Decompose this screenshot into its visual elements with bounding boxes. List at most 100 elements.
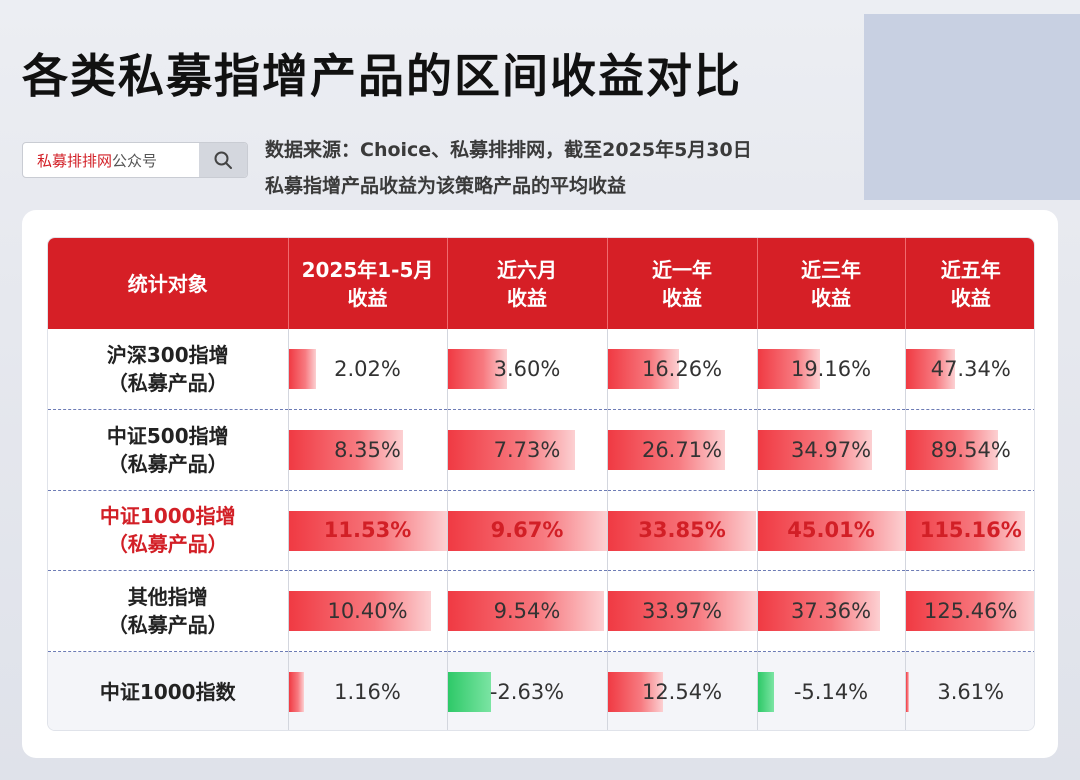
row-label-line1: 中证1000指增 — [99, 504, 236, 529]
value-bar — [607, 510, 756, 551]
value-label: 2.02% — [334, 357, 401, 381]
returns-table: 统计对象 2025年1-5月 收益 近六月 收益 近一年 收益 近三年 收益 近五年 收益 沪深30… — [48, 238, 1034, 730]
search-icon — [214, 151, 232, 169]
value-label: 7.73% — [493, 437, 561, 462]
value-label: 37.36% — [790, 598, 872, 623]
table-header-row: 统计对象 2025年1-5月 收益 近六月 收益 近一年 收益 近三年 收益 近五年 收益 — [48, 238, 1034, 329]
value-label: 9.54% — [493, 598, 561, 623]
value-bar — [607, 430, 725, 470]
column-header-line1: 近六月 — [497, 257, 557, 282]
row-label: 沪深300指增 （私募产品） — [48, 329, 289, 410]
value-bar — [905, 591, 1034, 631]
value-bar — [447, 591, 605, 631]
value-label: 10.40% — [327, 598, 408, 623]
value-label: 33.97% — [641, 598, 723, 623]
value-bar — [288, 510, 447, 551]
value-cell: 47.34% — [905, 329, 1034, 410]
column-header-0: 统计对象 — [48, 238, 289, 329]
value-bar — [757, 430, 872, 470]
value-label: 3.60% — [493, 357, 561, 381]
value-label: 34.97% — [790, 437, 872, 462]
column-header-4: 近三年 收益 — [757, 238, 906, 329]
table-row: 其他指增 （私募产品） 10.40% 9.54% 33.97% 37.36% 125.46% — [48, 570, 1034, 652]
value-bar — [288, 671, 305, 712]
row-label-line2: （私募产品） — [107, 532, 228, 557]
value-label: 16.26% — [641, 357, 723, 381]
value-label: 9.67% — [490, 518, 564, 543]
value-cell: 16.26% — [607, 329, 758, 410]
row-label-line2: （私募产品） — [107, 612, 228, 637]
column-header-line1: 近三年 — [801, 257, 861, 282]
value-cell: 34.97% — [757, 409, 906, 491]
row-label-line1: 沪深300指增 — [106, 343, 229, 367]
value-label: 26.71% — [641, 437, 723, 462]
value-cell: 11.53% — [288, 490, 448, 571]
value-cell: 8.35% — [288, 409, 448, 491]
value-cell: 89.54% — [905, 409, 1034, 491]
value-bar — [607, 671, 663, 712]
row-label: 中证1000指增 （私募产品） — [48, 490, 289, 571]
value-cell: 9.54% — [447, 570, 608, 652]
column-header-line1: 近五年 — [940, 257, 1001, 282]
table-body: 沪深300指增 （私募产品） 2.02% 3.60% 16.26% 19.16% 47.34… — [48, 329, 1034, 730]
value-bar — [757, 591, 880, 631]
value-bar — [905, 510, 1025, 551]
value-bar — [905, 349, 955, 389]
value-bar — [757, 510, 905, 551]
value-cell: 10.40% — [288, 570, 448, 652]
value-cell: 3.61% — [905, 651, 1034, 730]
row-label: 中证500指增 （私募产品） — [48, 409, 289, 491]
value-bar — [607, 349, 679, 389]
value-label: 11.53% — [323, 518, 412, 543]
value-bar — [288, 349, 317, 389]
value-label: 12.54% — [641, 679, 723, 704]
column-header-line2: 收益 — [811, 285, 851, 310]
search-button[interactable] — [199, 143, 247, 177]
value-cell: 2.02% — [288, 329, 448, 410]
value-label: 3.61% — [937, 679, 1005, 704]
column-header-5: 近五年 收益 — [905, 238, 1034, 329]
value-cell: 33.85% — [607, 490, 758, 571]
value-cell: -2.63% — [447, 651, 608, 730]
value-label: 8.35% — [334, 437, 401, 462]
value-label: 115.16% — [919, 518, 1022, 543]
value-bar — [447, 510, 607, 551]
source-line-2: 私募指增产品收益为该策略产品的平均收益 — [265, 175, 627, 197]
value-bar — [447, 671, 491, 712]
table-wrapper: 统计对象 2025年1-5月 收益 近六月 收益 近一年 收益 近三年 收益 近五年 收益 沪深30… — [47, 237, 1035, 731]
column-header-2: 近六月 收益 — [447, 238, 608, 329]
row-label-line2: （私募产品） — [107, 451, 228, 476]
row-label: 其他指增 （私募产品） — [48, 570, 289, 652]
column-header-line1: 近一年 — [652, 257, 712, 282]
value-cell: 7.73% — [447, 409, 608, 491]
value-cell: 45.01% — [757, 490, 906, 571]
row-label-line1: 其他指增 — [127, 584, 208, 609]
table-row: 中证1000指增 （私募产品） 11.53% 9.67% 33.85% 45.01% 115… — [48, 490, 1034, 571]
column-header-line2: 收益 — [507, 285, 547, 310]
search-box[interactable]: 私募排排网公众号 — [22, 142, 248, 178]
value-label: 33.85% — [638, 518, 726, 543]
column-header-1: 2025年1-5月 收益 — [288, 238, 448, 329]
value-bar — [288, 430, 403, 470]
value-label: 47.34% — [930, 357, 1011, 381]
value-label: -5.14% — [793, 679, 869, 704]
table-row: 中证500指增 （私募产品） 8.35% 7.73% 26.71% 34.97% 89.54… — [48, 409, 1034, 491]
search-label: 私募排排网公众号 — [23, 150, 199, 171]
column-header-line1: 统计对象 — [127, 271, 208, 296]
column-header-3: 近一年 收益 — [607, 238, 758, 329]
value-cell: 115.16% — [905, 490, 1034, 571]
value-label: 45.01% — [787, 518, 875, 543]
value-bar — [905, 430, 999, 470]
column-header-line2: 收益 — [950, 285, 991, 310]
table-row: 中证1000指数 1.16% -2.63% 12.54% -5.14% 3.61% — [48, 651, 1034, 730]
value-label: 89.54% — [930, 437, 1011, 462]
value-cell: 9.67% — [447, 490, 608, 571]
value-bar — [447, 349, 507, 389]
value-cell: 19.16% — [757, 329, 906, 410]
row-label-line1: 中证1000指数 — [99, 679, 236, 704]
column-header-line2: 收益 — [662, 285, 702, 310]
value-bar — [757, 671, 775, 712]
value-cell: 3.60% — [447, 329, 608, 410]
value-bar — [905, 671, 910, 712]
source-line-1: 数据来源：Choice、私募排排网，截至2025年5月30日 — [265, 139, 752, 161]
